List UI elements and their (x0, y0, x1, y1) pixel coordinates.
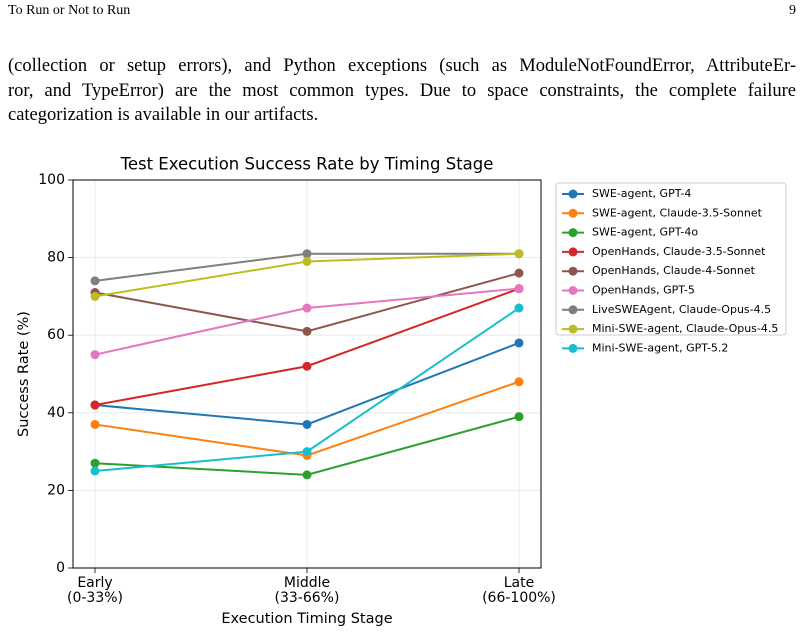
data-point (302, 303, 312, 313)
chart-title: Test Execution Success Rate by Timing St… (120, 155, 494, 174)
data-point (90, 466, 100, 476)
data-point (302, 447, 312, 457)
text-line: (collection or setup errors), and Python… (8, 56, 796, 76)
legend-label: SWE-agent, GPT-4 (592, 187, 691, 200)
text-line: ror, and TypeError) are the most common … (8, 80, 796, 101)
legend-marker (568, 189, 578, 199)
y-tick-label: 100 (38, 172, 65, 188)
legend-label: LiveSWEAgent, Claude-Opus-4.5 (592, 303, 771, 316)
legend-label: SWE-agent, GPT-4o (592, 226, 698, 239)
x-tick-label: Early (0-33%) (67, 575, 123, 606)
data-point (514, 303, 524, 313)
data-point (90, 291, 100, 301)
data-point (302, 256, 312, 266)
data-point (302, 470, 312, 480)
legend-marker (568, 228, 578, 238)
text-line: categorization is available in our artif… (8, 105, 319, 125)
data-point (514, 338, 524, 348)
legend-label: SWE-agent, Claude-3.5-Sonnet (592, 206, 763, 219)
y-tick-label: 0 (56, 560, 65, 576)
data-point (302, 361, 312, 371)
legend-marker (568, 286, 578, 295)
x-axis-label: Execution Timing Stage (221, 611, 392, 627)
legend-marker (568, 247, 578, 257)
legend-label: OpenHands, Claude-3.5-Sonnet (592, 245, 766, 258)
paragraph: (collection or setup errors), and Python… (8, 54, 796, 128)
y-tick-label: 60 (47, 327, 65, 343)
data-point (302, 249, 312, 259)
legend-label: Mini-SWE-agent, Claude-Opus-4.5 (592, 322, 778, 335)
data-point (90, 400, 100, 410)
data-point (514, 268, 524, 278)
x-tick-label: Middle (33-66%) (274, 575, 340, 606)
legend-box (555, 182, 787, 336)
y-tick-label: 80 (47, 250, 65, 266)
legend-marker (568, 324, 578, 334)
legend-marker (568, 305, 578, 315)
legend-marker (568, 208, 578, 218)
data-point (90, 419, 100, 429)
data-point (302, 326, 312, 336)
running-title: To Run or Not to Run (8, 3, 131, 18)
legend-label: Mini-SWE-agent, GPT-5.2 (592, 341, 728, 354)
data-point (90, 458, 100, 468)
data-point (514, 377, 524, 387)
legend-label: OpenHands, Claude-4-Sonnet (592, 264, 756, 277)
data-point (514, 412, 524, 422)
data-point (90, 276, 100, 286)
data-point (90, 350, 100, 360)
legend-marker (568, 343, 578, 353)
data-point (302, 419, 312, 429)
data-point (514, 284, 524, 294)
legend-marker (568, 266, 578, 276)
plot-frame (72, 179, 542, 569)
grid (73, 179, 541, 569)
x-tick-label: Late (66-100%) (482, 575, 556, 606)
y-axis-label: Success Rate (%) (16, 311, 32, 437)
legend-label: OpenHands, GPT-5 (592, 284, 695, 297)
data-point (514, 249, 524, 259)
y-tick-label: 40 (47, 405, 65, 421)
page-number: 9 (789, 3, 796, 18)
y-tick-label: 20 (47, 482, 65, 498)
